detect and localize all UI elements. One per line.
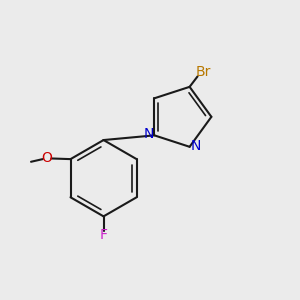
Text: N: N: [143, 127, 154, 141]
Text: O: O: [41, 152, 52, 166]
Text: Br: Br: [195, 65, 211, 79]
Text: N: N: [190, 139, 201, 153]
Text: F: F: [100, 228, 107, 242]
